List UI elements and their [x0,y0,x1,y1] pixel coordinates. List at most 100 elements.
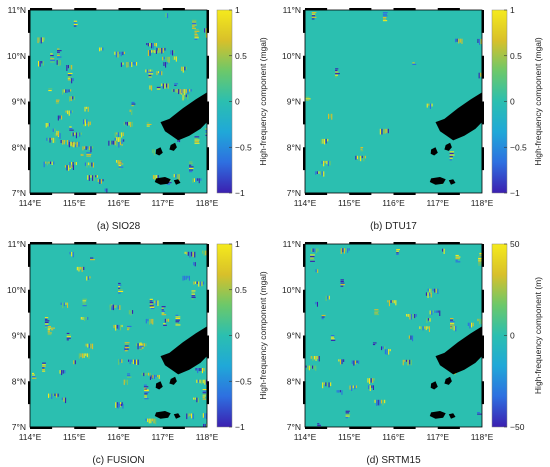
noise-mark [311,16,317,18]
noise-mark [435,288,437,293]
colorbar-tick-label: 0.5 [235,51,247,61]
noise-mark [311,12,317,14]
noise-mark [104,188,106,192]
noise-mark [73,23,78,25]
noise-mark [117,160,119,165]
noise-mark [125,347,127,350]
noise-mark [479,254,482,256]
noise-mark [32,377,37,379]
noise-mark [51,161,53,165]
land-mass [435,92,482,141]
noise-mark [143,384,147,386]
noise-mark [83,119,85,125]
noise-mark [131,359,133,362]
noise-mark [335,71,339,73]
noise-mark [321,314,326,316]
noise-mark [310,365,312,369]
noise-mark [118,141,120,148]
noise-mark [450,325,452,329]
noise-mark [71,142,73,147]
noise-mark [86,353,88,358]
noise-mark [68,89,70,93]
noise-mark [182,94,184,101]
noise-mark [191,292,195,294]
frame-bar [303,335,306,359]
noise-mark [64,370,66,374]
y-tick-label: 11°N [283,239,301,249]
noise-mark [194,34,198,36]
colorbar-tick-label: 0 [510,331,515,341]
frame-bar [437,8,460,11]
y-tick-label: 10°N [282,51,301,61]
noise-mark [204,28,206,33]
noise-mark [118,166,124,168]
noise-mark [39,61,41,67]
frame-bar [481,55,484,79]
noise-mark [471,322,473,328]
noise-mark [345,413,351,415]
noise-mark [44,323,49,325]
noise-mark [382,18,387,20]
frame-bar [437,192,460,195]
noise-mark [64,165,66,168]
noise-mark [143,387,147,389]
noise-mark [175,318,181,320]
noise-mark [49,137,51,143]
panel-caption: (c) FUSION [92,455,144,466]
map-background [30,244,207,427]
noise-mark [477,413,482,415]
noise-mark [456,38,458,42]
noise-mark [86,276,88,281]
noise-mark [144,388,147,390]
noise-mark [335,69,338,71]
noise-mark [176,174,178,179]
noise-mark [116,324,118,329]
noise-mark [51,329,54,331]
noise-mark [335,68,339,70]
noise-mark [60,302,62,305]
land-mass [444,142,452,151]
noise-mark [201,368,203,374]
colorbar-tick-label: −1 [235,188,245,198]
noise-mark [316,301,318,307]
noise-mark [50,53,53,55]
noise-mark [154,43,156,47]
map-background [305,244,482,427]
noise-mark [455,258,460,260]
noise-mark [349,385,351,390]
noise-mark [87,146,89,149]
noise-mark [335,74,338,76]
noise-mark [156,71,158,76]
noise-mark [313,356,315,360]
noise-mark [67,110,69,115]
noise-mark [45,161,47,164]
noise-mark [121,359,123,363]
noise-mark [82,303,87,305]
noise-mark [364,155,366,159]
noise-mark [478,262,482,264]
noise-mark [67,72,73,74]
noise-mark [146,122,150,124]
noise-mark [381,128,383,135]
frame-bar [303,55,306,79]
noise-mark [46,137,48,141]
noise-mark [205,33,207,38]
noise-mark [121,141,123,146]
noise-mark [86,152,92,154]
land-mass [154,411,171,419]
frame-bar [393,242,416,245]
frame-bar [303,10,306,33]
noise-mark [325,138,327,144]
noise-mark [151,418,153,422]
noise-mark [145,418,147,421]
noise-mark [119,305,121,310]
x-tick-label: 114°E [19,432,42,442]
noise-mark [354,385,356,390]
y-tick-label: 9°N [287,331,301,341]
frame-bar [393,8,416,11]
frame-bar [74,242,97,245]
noise-mark [121,139,123,144]
noise-mark [85,343,87,347]
colorbar-tick-label: 0 [235,97,240,107]
noise-mark [194,32,197,34]
